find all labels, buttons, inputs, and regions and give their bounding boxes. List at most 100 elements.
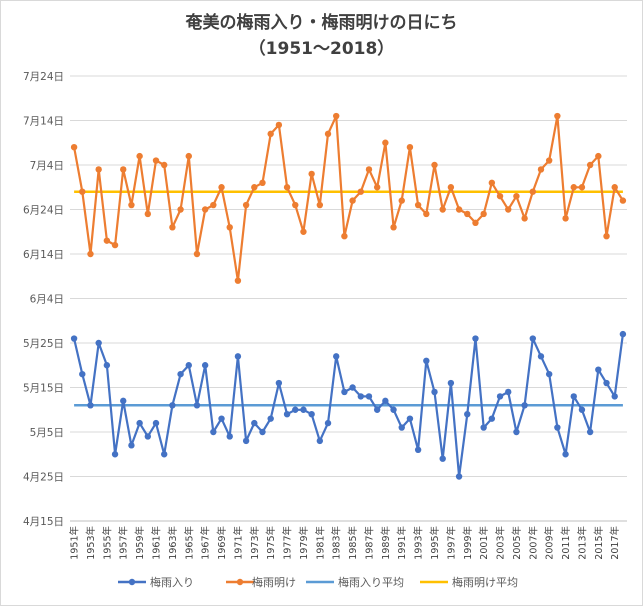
data-point	[234, 353, 242, 360]
data-point	[242, 201, 250, 209]
data-point	[111, 241, 119, 249]
y-tick-label: 6月4日	[30, 294, 64, 306]
data-point	[111, 451, 119, 458]
data-point	[488, 179, 496, 186]
data-point	[218, 184, 225, 191]
data-point	[472, 335, 479, 342]
legend-label-1: 梅雨明け	[252, 575, 296, 589]
x-tick-label: 2015年	[593, 526, 605, 560]
data-point	[496, 192, 504, 200]
x-tick-label: 1951年	[69, 526, 81, 560]
legend-label-3: 梅雨明け平均	[452, 575, 518, 589]
data-point	[513, 428, 520, 436]
data-point	[505, 388, 512, 396]
data-point	[292, 201, 299, 209]
data-point	[595, 152, 602, 160]
data-point	[316, 201, 324, 209]
data-point	[128, 201, 135, 209]
x-tick-label: 2011年	[560, 526, 572, 560]
data-point	[373, 406, 381, 413]
legend-label-2: 梅雨入り平均	[338, 575, 404, 589]
data-point	[341, 388, 348, 396]
x-tick-label: 1999年	[462, 526, 474, 560]
data-point	[283, 184, 291, 191]
data-point	[365, 393, 373, 400]
data-point	[570, 184, 577, 191]
data-point	[349, 197, 356, 204]
data-point	[414, 446, 422, 453]
data-point	[439, 206, 446, 213]
data-point	[267, 415, 274, 422]
data-point	[210, 201, 217, 209]
data-point	[87, 250, 94, 258]
data-point	[169, 402, 176, 409]
data-point	[128, 442, 135, 449]
x-tick-label: 1969年	[216, 526, 228, 560]
data-point	[259, 428, 266, 436]
x-tick-label: 2017年	[609, 526, 621, 560]
data-point	[406, 415, 414, 422]
y-tick-label: 6月24日	[23, 205, 64, 217]
data-point	[95, 339, 102, 347]
data-point	[455, 473, 463, 480]
gridlines	[70, 75, 627, 522]
data-point	[447, 184, 455, 191]
data-point	[226, 433, 233, 440]
data-point	[210, 428, 217, 436]
data-point	[431, 388, 438, 396]
data-point	[545, 370, 553, 378]
data-point	[308, 170, 315, 178]
data-point	[373, 184, 381, 191]
x-tick-label: 1983年	[331, 526, 343, 560]
data-point	[259, 179, 266, 186]
data-point	[390, 406, 397, 413]
data-point	[513, 192, 520, 200]
data-point	[292, 406, 299, 413]
data-point	[136, 152, 143, 160]
data-point	[619, 197, 627, 204]
data-point	[251, 184, 258, 191]
x-tick-label: 1973年	[249, 526, 261, 560]
data-point	[79, 370, 86, 378]
x-tick-label: 2005年	[511, 526, 523, 560]
data-point	[619, 330, 627, 338]
data-point	[136, 419, 143, 427]
data-point	[333, 112, 340, 120]
data-point	[275, 379, 283, 387]
data-point	[160, 451, 168, 458]
x-tick-label: 1995年	[429, 526, 441, 560]
data-point	[414, 201, 422, 209]
data-point	[423, 210, 430, 218]
data-point	[144, 210, 152, 218]
legend-marker-1	[236, 578, 244, 586]
data-point	[308, 411, 315, 418]
data-point	[226, 224, 233, 231]
data-point	[201, 206, 209, 213]
chart-title: 奄美の梅雨入り・梅雨明けの日にち	[185, 13, 458, 33]
data-point	[95, 166, 102, 173]
data-point	[488, 415, 496, 422]
data-point	[234, 277, 242, 284]
y-tick-label: 7月24日	[23, 71, 64, 83]
data-point	[87, 402, 94, 409]
data-point	[283, 411, 291, 418]
data-point	[242, 437, 250, 445]
x-tick-label: 1993年	[413, 526, 425, 560]
data-point	[611, 184, 618, 191]
data-point	[529, 188, 537, 195]
data-point	[570, 393, 577, 400]
data-point	[341, 233, 348, 240]
data-point	[169, 224, 176, 231]
data-point	[586, 428, 594, 436]
x-tick-label: 1967年	[200, 526, 212, 560]
data-point	[390, 224, 397, 231]
data-point	[447, 379, 455, 387]
x-tick-label: 2009年	[544, 526, 556, 560]
x-tick-label: 2003年	[495, 526, 507, 560]
data-point	[545, 157, 553, 164]
data-point	[554, 424, 561, 431]
data-point	[382, 397, 389, 405]
data-point	[439, 455, 446, 462]
